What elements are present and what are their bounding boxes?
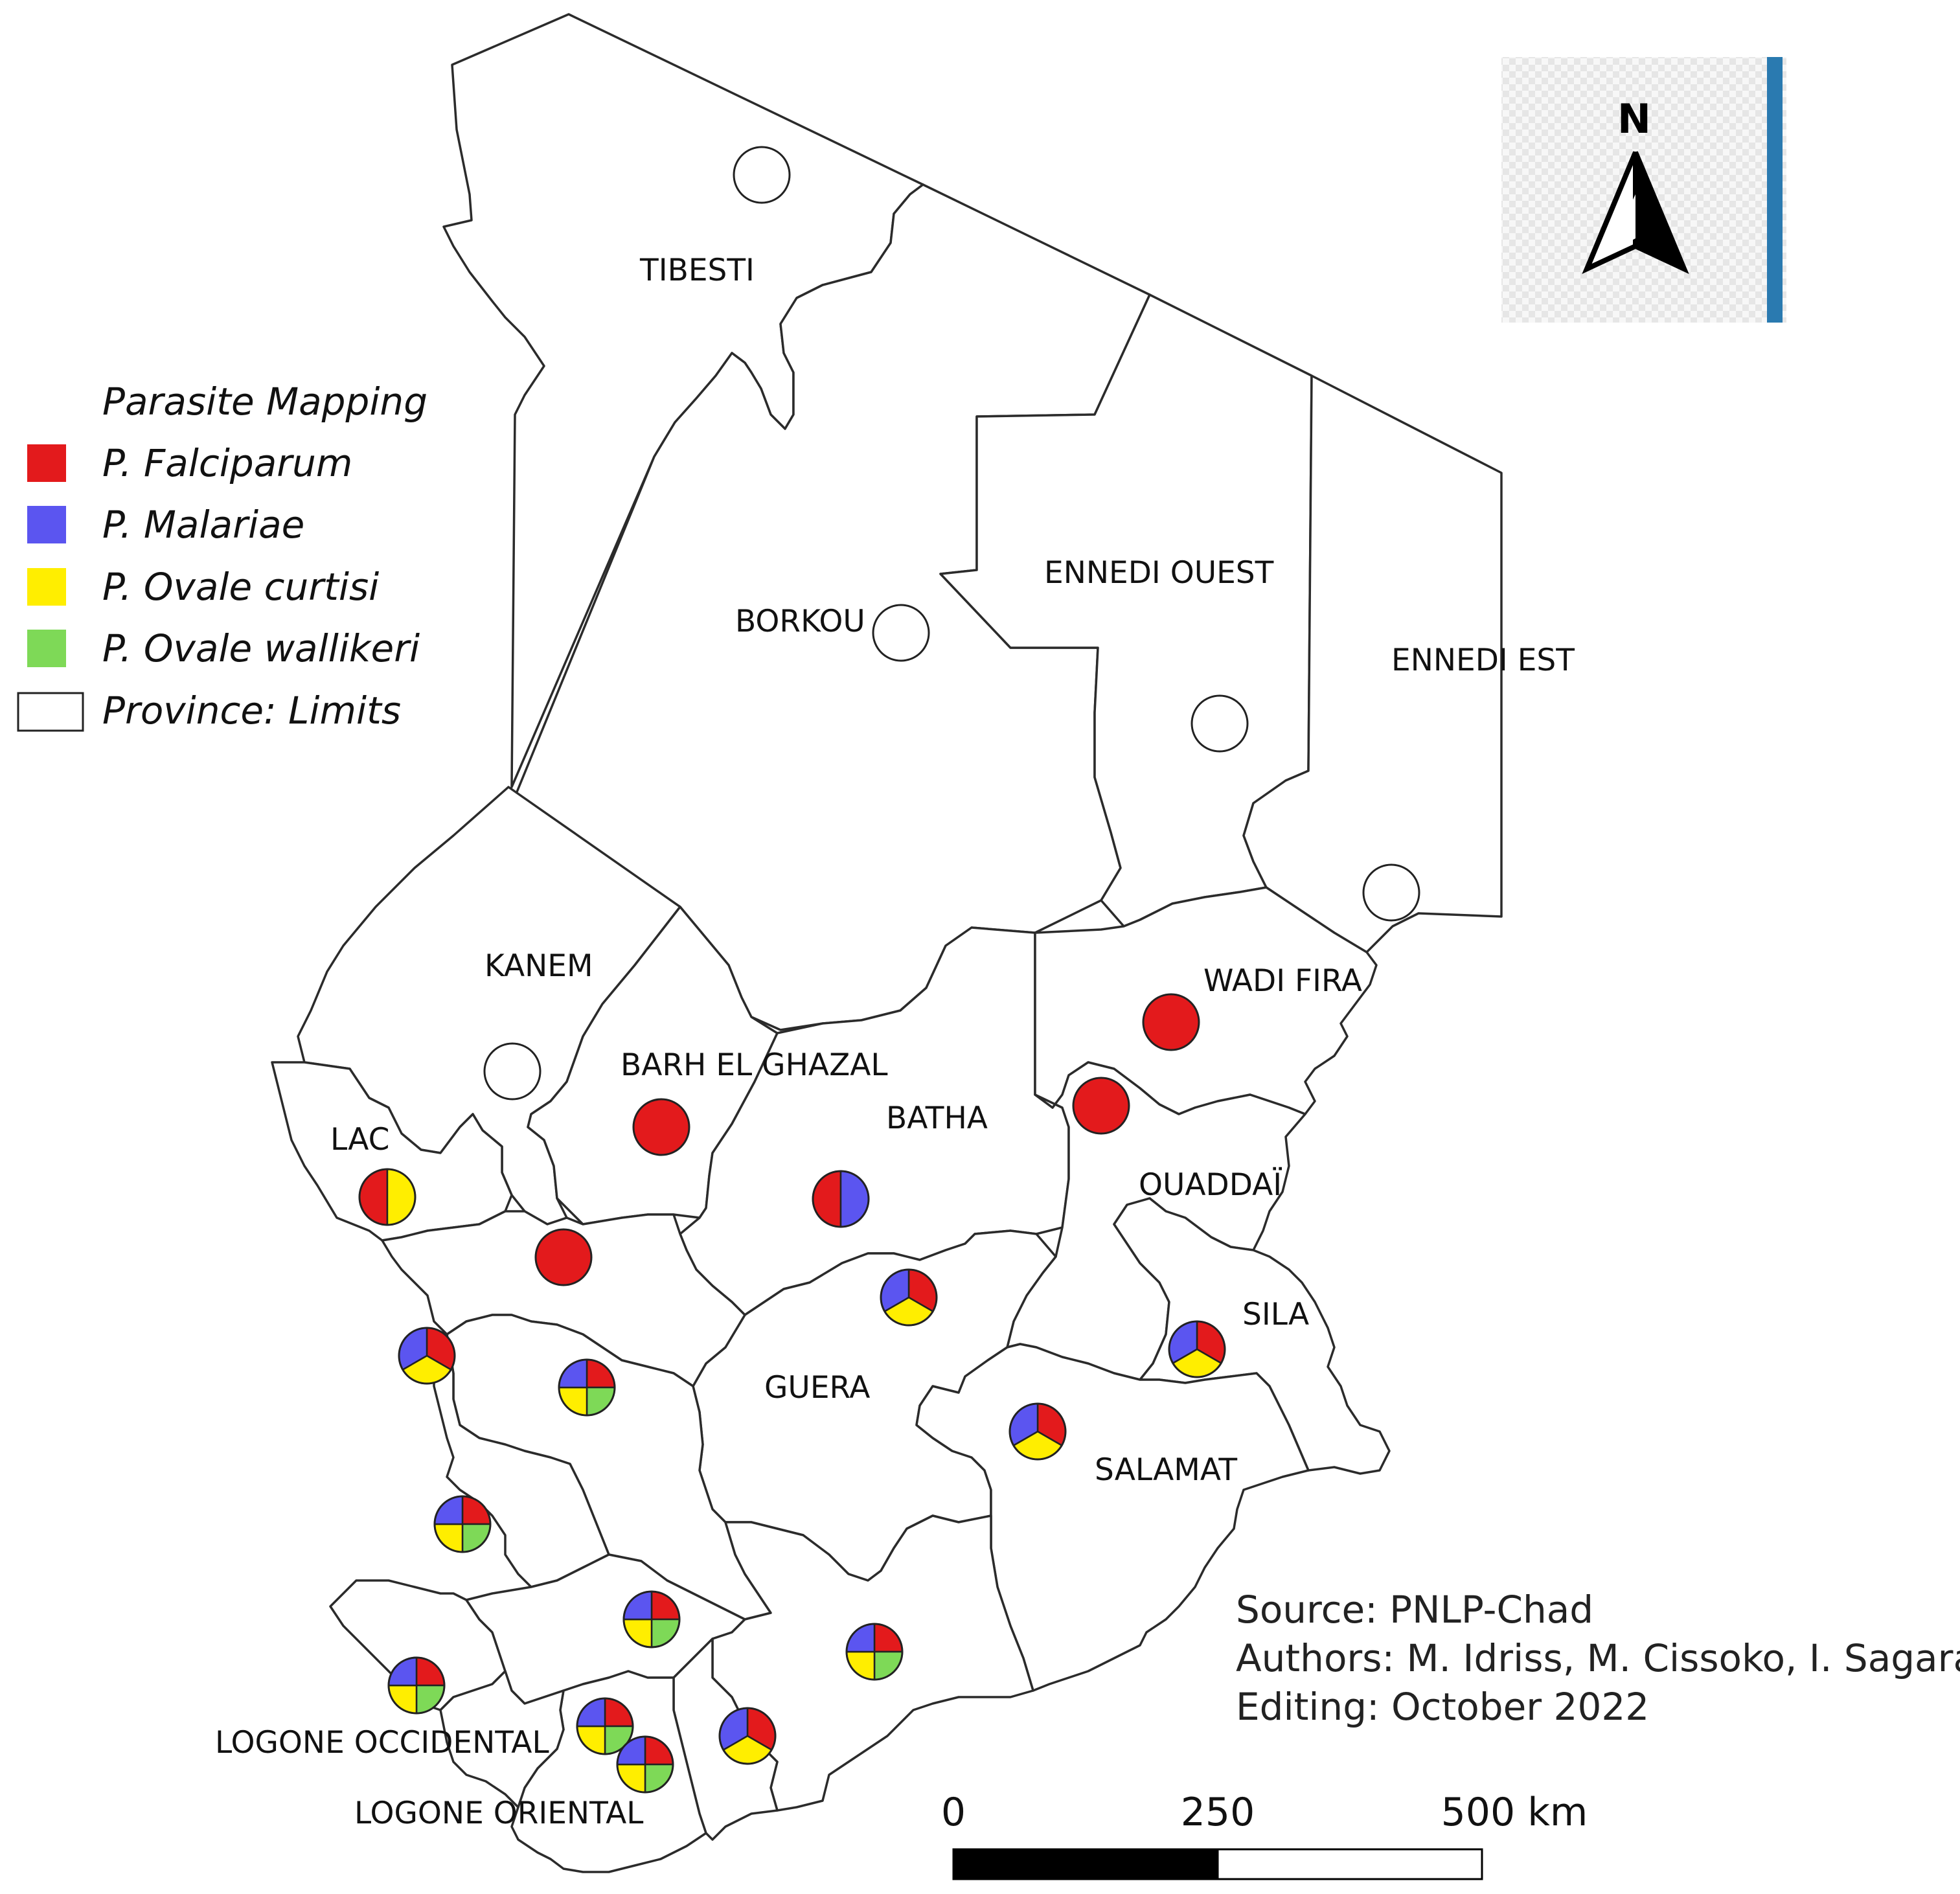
site-outline <box>1142 993 1200 1051</box>
scale-tick-0: 0 <box>941 1790 966 1835</box>
label-wadi-fira: WADI FIRA <box>1203 963 1362 999</box>
site-outline <box>433 1495 492 1553</box>
label-barh-el-ghazal: BARH EL GHAZAL <box>621 1047 888 1083</box>
legend-label-malariae: P. Malariae <box>102 503 304 547</box>
site-marker <box>1072 1077 1130 1135</box>
site-marker <box>1168 1320 1226 1378</box>
site-outline <box>1072 1077 1130 1135</box>
site-outline <box>483 1042 541 1101</box>
site-marker <box>1142 993 1200 1051</box>
site-outline <box>358 1168 416 1226</box>
province-sila <box>1113 1197 1391 1475</box>
authors-text: Authors: M. Idriss, M. Cissoko, I. Sagar… <box>1236 1636 1960 1680</box>
legend-swatch-ovale-wallikeri <box>27 630 66 667</box>
site-marker <box>872 604 930 662</box>
label-logone-oriental: LOGONE ORIENTAL <box>354 1796 643 1831</box>
site-marker <box>398 1327 456 1385</box>
site-outline <box>534 1228 593 1286</box>
site-marker <box>1362 863 1420 922</box>
site-slice-falciparum <box>633 1099 689 1155</box>
site-outline <box>880 1268 938 1327</box>
map-credits: Source: PNLP-Chad Authors: M. Idriss, M.… <box>1236 1588 1960 1729</box>
legend: Parasite Mapping P. Falciparum P. Malari… <box>17 380 427 733</box>
site-outline <box>558 1358 616 1417</box>
legend-swatch-malariae <box>27 506 66 543</box>
site-outline <box>872 604 930 662</box>
label-guera: GUERA <box>764 1370 870 1406</box>
legend-swatch-ovale-curtisi <box>27 568 66 606</box>
north-arrow-strip <box>1767 57 1783 323</box>
legend-swatch-falciparum <box>27 444 66 482</box>
legend-label-ovale-wallikeri: P. Ovale wallikeri <box>102 626 420 670</box>
north-arrow-icon <box>1582 151 1689 274</box>
site-slice-falciparum <box>1073 1078 1129 1134</box>
site-outline <box>387 1656 446 1715</box>
site-marker <box>616 1735 674 1794</box>
label-salamat: SALAMAT <box>1095 1452 1237 1488</box>
site-outline <box>622 1590 681 1649</box>
site-marker <box>1191 694 1249 753</box>
site-slice-falciparum <box>536 1229 591 1285</box>
scale-segment-white <box>1216 1848 1483 1880</box>
site-outline <box>576 1697 634 1755</box>
site-marker <box>812 1170 870 1228</box>
study-site-markers <box>358 146 1420 1794</box>
site-marker <box>880 1268 938 1327</box>
site-marker <box>632 1098 690 1156</box>
province-logone-occidental <box>439 1670 565 1808</box>
scale-bar: 0 250 500 km <box>941 1790 1588 1880</box>
site-outline <box>1168 1320 1226 1378</box>
north-label: N <box>1617 95 1651 143</box>
label-lac: LAC <box>330 1122 389 1158</box>
label-borkou: BORKOU <box>735 604 865 639</box>
site-outline <box>812 1170 870 1228</box>
site-marker <box>1008 1402 1067 1461</box>
legend-swatch-province-limits <box>17 692 84 732</box>
legend-label-falciparum: P. Falciparum <box>102 441 352 485</box>
site-marker <box>433 1495 492 1553</box>
site-marker <box>483 1042 541 1101</box>
site-marker <box>622 1590 681 1649</box>
province-labels: TIBESTI BORKOU ENNEDI OUEST ENNEDI EST K… <box>215 253 1575 1831</box>
source-text: Source: PNLP-Chad <box>1236 1588 1593 1632</box>
site-outline <box>845 1623 904 1681</box>
scale-segment-black <box>952 1848 1219 1880</box>
label-tibesti: TIBESTI <box>639 253 755 288</box>
site-outline <box>718 1707 777 1765</box>
label-batha: BATHA <box>886 1101 988 1136</box>
site-outline <box>616 1735 674 1794</box>
site-outline <box>733 146 791 204</box>
site-slice-falciparum <box>1143 994 1199 1050</box>
site-outline <box>1362 863 1420 922</box>
label-ouaddai: OUADDAÏ <box>1139 1167 1282 1203</box>
label-sila: SILA <box>1242 1297 1309 1332</box>
scale-tick-250: 250 <box>1181 1790 1255 1835</box>
north-arrow: N <box>1501 57 1786 323</box>
legend-label-ovale-curtisi: P. Ovale curtisi <box>102 565 379 609</box>
label-kanem: KANEM <box>484 948 593 984</box>
site-outline <box>632 1098 690 1156</box>
site-marker <box>358 1168 416 1226</box>
site-marker <box>387 1656 446 1715</box>
site-outline <box>398 1327 456 1385</box>
label-logone-occidental: LOGONE OCCIDENTAL <box>215 1725 549 1761</box>
site-marker <box>733 146 791 204</box>
editing-date-text: Editing: October 2022 <box>1236 1685 1649 1729</box>
label-ennedi-est: ENNEDI EST <box>1391 643 1575 678</box>
site-marker <box>718 1707 777 1765</box>
legend-title: Parasite Mapping <box>102 380 427 424</box>
scale-tick-500: 500 km <box>1441 1790 1588 1835</box>
label-ennedi-ouest: ENNEDI OUEST <box>1044 555 1274 591</box>
site-outline <box>1191 694 1249 753</box>
site-outline <box>1008 1402 1067 1461</box>
site-marker <box>845 1623 904 1681</box>
site-marker <box>558 1358 616 1417</box>
legend-label-province-limits: Province: Limits <box>102 689 401 733</box>
site-marker <box>534 1228 593 1286</box>
